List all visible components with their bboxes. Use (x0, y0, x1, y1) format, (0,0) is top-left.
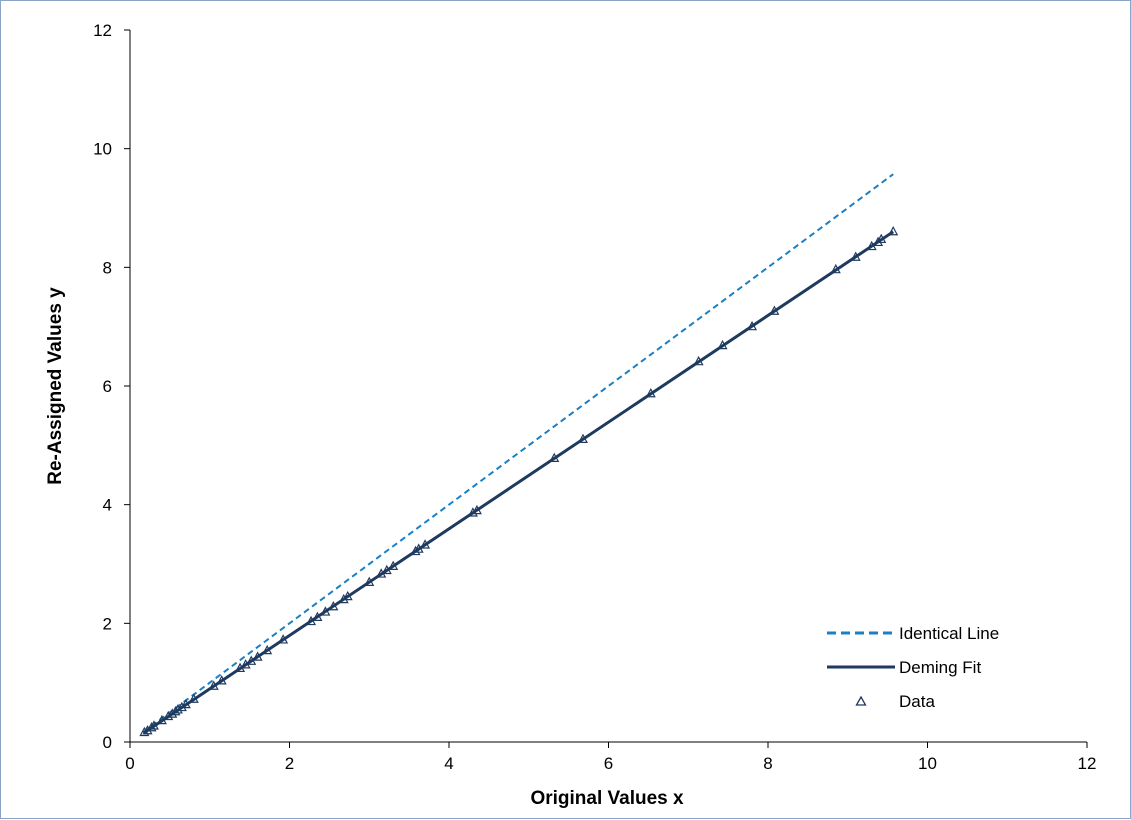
data-point (172, 704, 183, 714)
data-point (338, 593, 349, 604)
data-point (328, 600, 339, 611)
y-tick-label: 10 (93, 140, 112, 159)
x-tick-label: 8 (763, 754, 772, 773)
y-tick-label: 4 (103, 496, 112, 515)
data-point (146, 721, 157, 732)
data-point (216, 675, 227, 685)
legend-label-identical-line: Identical Line (899, 624, 999, 643)
legend: Identical Line Deming Fit Data (827, 624, 999, 711)
data-point (342, 590, 353, 601)
series-lines (142, 173, 895, 735)
legend-label-data: Data (899, 692, 935, 711)
data-point (873, 236, 884, 247)
data-point (549, 452, 560, 462)
data-point (830, 263, 841, 274)
y-tick-label: 6 (103, 377, 112, 396)
data-point (420, 539, 431, 549)
data-point (747, 320, 758, 331)
data-points (139, 225, 899, 737)
y-axis-title: Re-Assigned Values y (45, 287, 66, 485)
y-tick-label: 0 (103, 733, 112, 752)
y-tick-label: 8 (103, 258, 112, 277)
legend-label-deming-fit: Deming Fit (899, 658, 981, 677)
data-point (262, 644, 273, 655)
data-point (693, 355, 704, 366)
data-point (888, 225, 899, 236)
data-point (717, 339, 728, 350)
data-point (163, 710, 174, 721)
x-tick-label: 2 (285, 754, 294, 773)
y-tick-label: 2 (103, 614, 112, 633)
data-point (364, 576, 375, 586)
data-point (180, 698, 191, 709)
y-tick-label: 12 (93, 21, 112, 40)
deming-fit-series-line (142, 230, 895, 735)
data-point (278, 634, 289, 644)
data-point (769, 305, 780, 315)
data-point (388, 560, 399, 570)
x-tick-label: 0 (125, 754, 134, 773)
data-point (467, 507, 478, 517)
data-point (312, 611, 323, 621)
y-ticks: 0 2 4 6 8 10 12 (93, 21, 130, 752)
data-point (577, 433, 588, 443)
data-point (142, 724, 153, 735)
x-axis-title: Original Values x (530, 788, 684, 809)
data-point (850, 251, 861, 261)
data-point (148, 720, 159, 730)
data-point (645, 387, 656, 398)
x-tick-label: 6 (604, 754, 613, 773)
x-tick-label: 12 (1078, 754, 1097, 773)
x-ticks: 0 2 4 6 8 10 12 (125, 742, 1096, 773)
data-point (320, 606, 331, 616)
data-point (252, 651, 263, 661)
identical-line-series-line (142, 173, 894, 733)
data-point (188, 693, 199, 703)
data-point (139, 726, 150, 737)
data-point (208, 680, 219, 690)
x-tick-label: 4 (444, 754, 453, 773)
legend-swatch-data-triangle (855, 695, 867, 706)
x-tick-label: 10 (918, 754, 937, 773)
data-point (176, 701, 187, 712)
data-point (876, 233, 887, 244)
data-point (471, 504, 482, 515)
data-point (410, 545, 421, 556)
